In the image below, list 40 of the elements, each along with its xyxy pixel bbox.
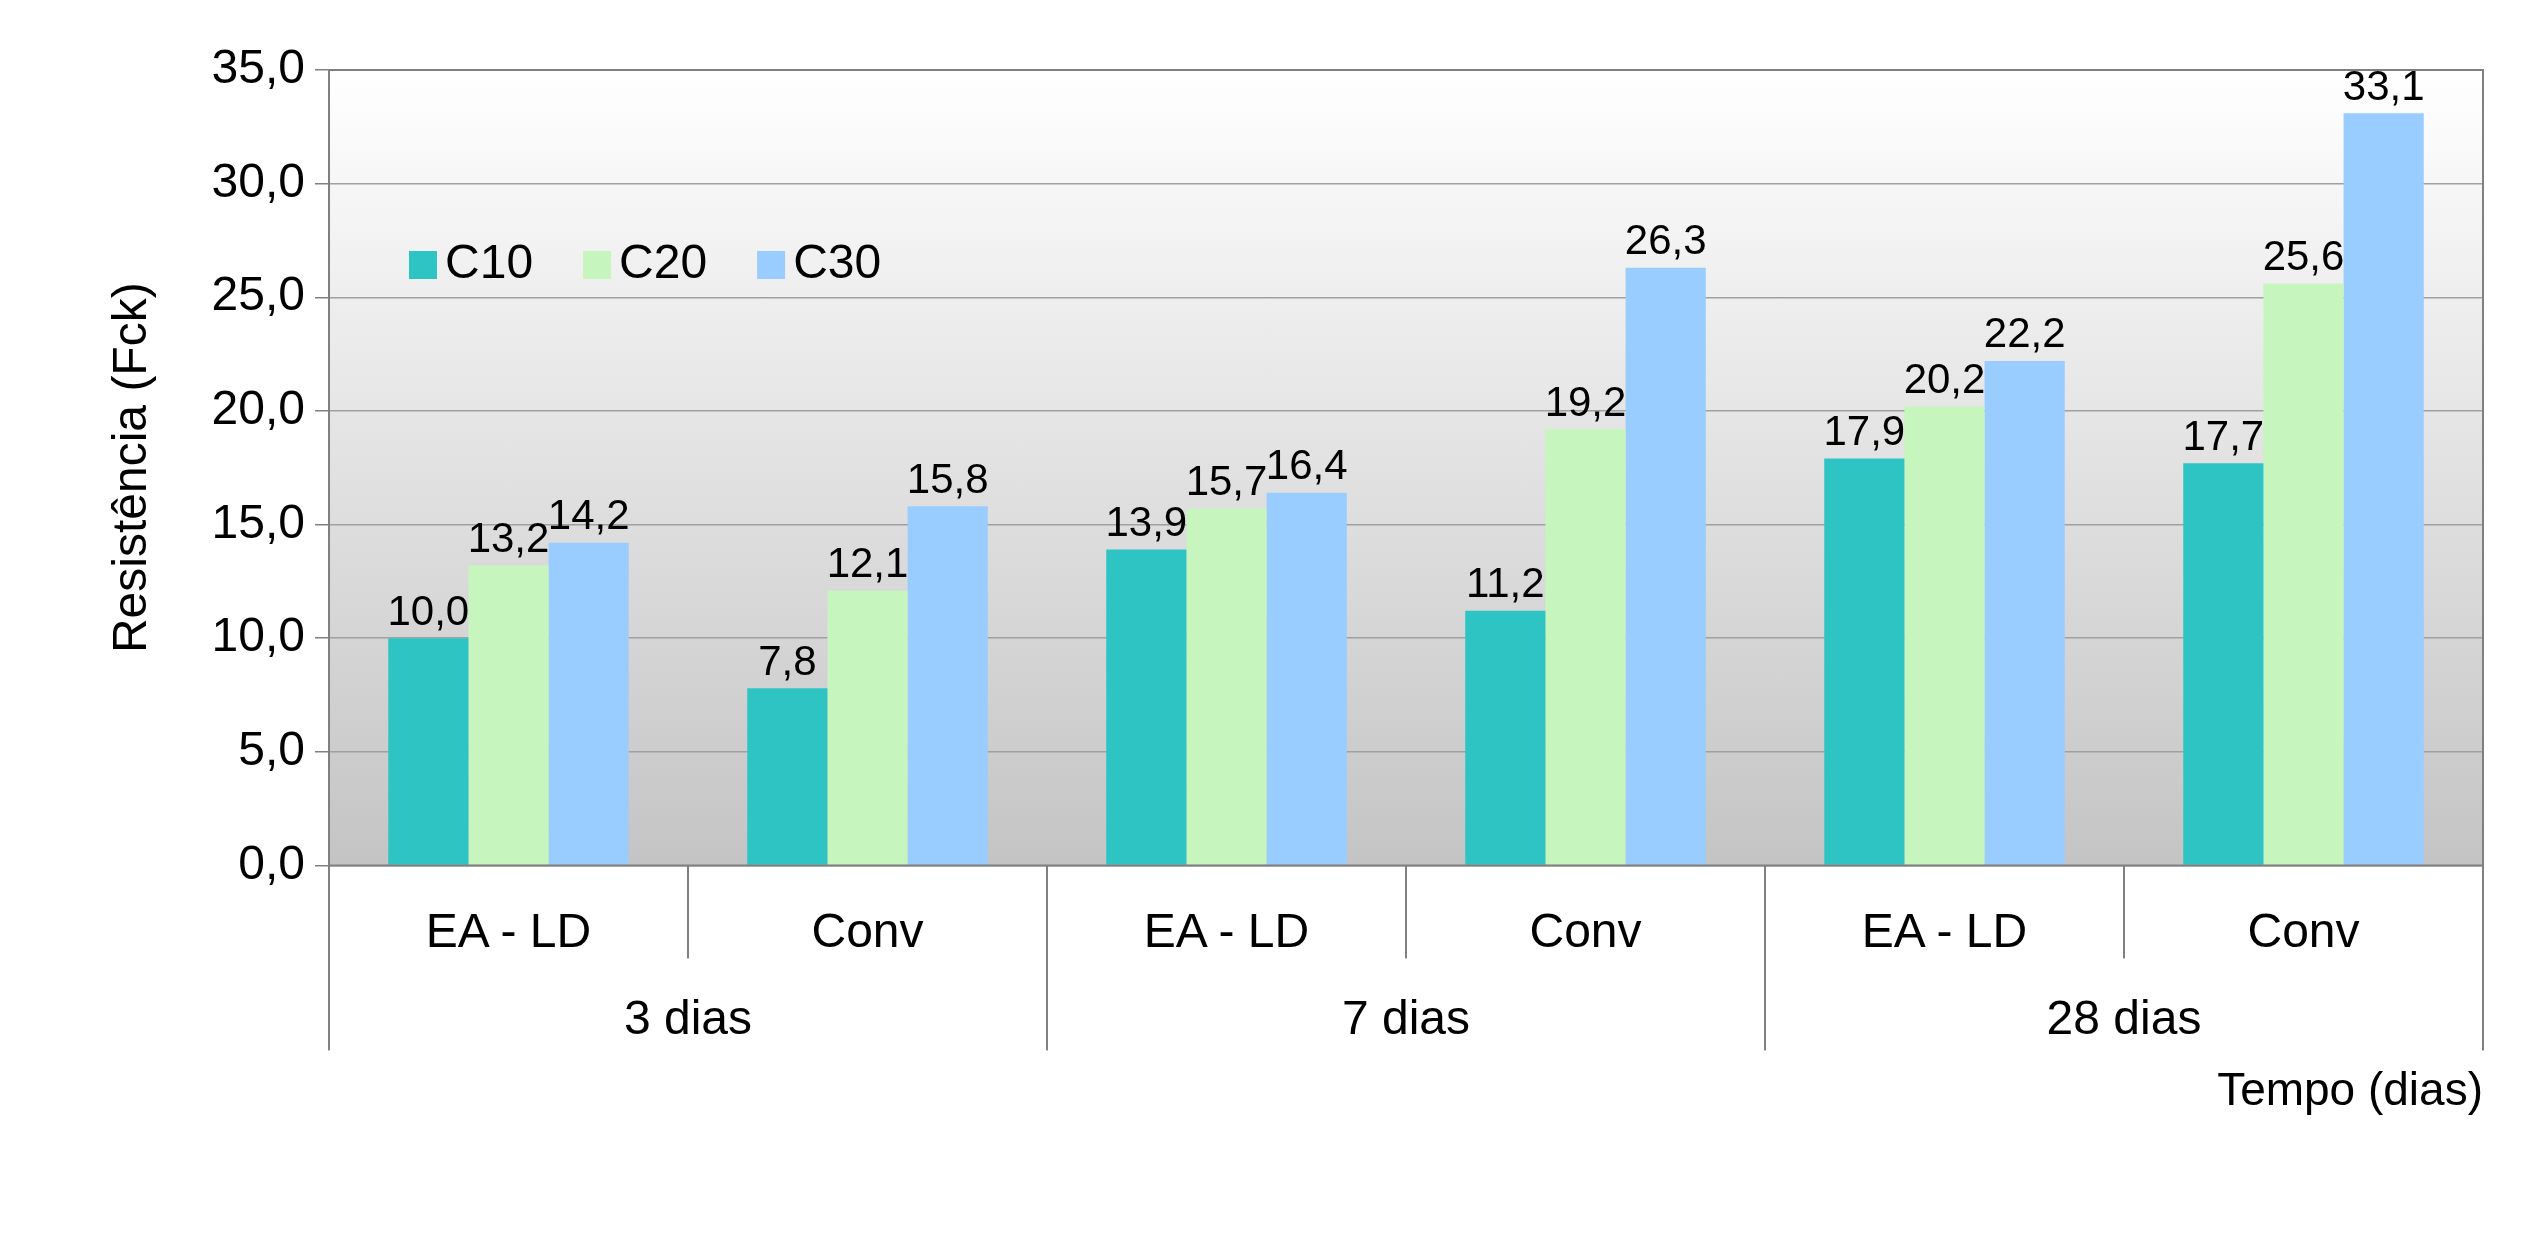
- x-tick-label: Conv: [2247, 904, 2360, 958]
- data-label: 10,0: [387, 586, 470, 634]
- data-label: 22,2: [1983, 309, 2066, 357]
- data-label: 17,9: [1823, 407, 1906, 455]
- text: 3 dias: [623, 990, 753, 1044]
- text: 7 dias: [1341, 990, 1471, 1044]
- x-tick-label: EA - LD: [1143, 904, 1310, 958]
- y-tick-label: 20,0: [211, 381, 306, 435]
- legend-label: C30: [793, 235, 882, 289]
- data-label: 15,8: [906, 454, 989, 502]
- data-label: 11,2: [1466, 559, 1545, 607]
- data-label: 33,1: [2342, 61, 2425, 109]
- text: 28 dias: [2046, 990, 2202, 1044]
- x-axis-title: Tempo (dias): [2217, 1063, 2483, 1116]
- legend-label: C20: [619, 235, 708, 289]
- data-label: 20,2: [1903, 354, 1986, 402]
- y-tick-label: 25,0: [211, 267, 306, 321]
- y-tick-label: 10,0: [211, 608, 306, 662]
- data-label: 7,8: [758, 636, 817, 684]
- data-label: 13,2: [467, 514, 550, 561]
- data-label: 16,4: [1265, 441, 1348, 489]
- data-label: 14,2: [547, 491, 630, 539]
- data-label: 12,1: [826, 539, 909, 586]
- y-tick-label: 35,0: [211, 40, 306, 94]
- x-tick-label: EA - LD: [1861, 904, 2028, 958]
- data-label: 25,6: [2262, 232, 2345, 280]
- x-tick-label: Conv: [1529, 904, 1642, 958]
- data-label: 13,9: [1105, 498, 1188, 546]
- y-tick-label: 0,0: [238, 835, 306, 889]
- data-label: 15,7: [1185, 457, 1268, 505]
- y-tick-label: 5,0: [238, 722, 306, 776]
- y-axis-title: Resistência (Fck): [103, 282, 157, 654]
- y-tick-label: 15,0: [211, 494, 306, 548]
- x-tick-label: Conv: [811, 904, 924, 958]
- y-tick-label: 30,0: [211, 153, 306, 207]
- data-label: 26,3: [1624, 216, 1707, 264]
- legend-label: C10: [445, 235, 534, 289]
- x-tick-label: EA - LD: [425, 904, 592, 958]
- data-label: 19,2: [1544, 377, 1627, 425]
- data-label: 17,7: [2182, 411, 2265, 459]
